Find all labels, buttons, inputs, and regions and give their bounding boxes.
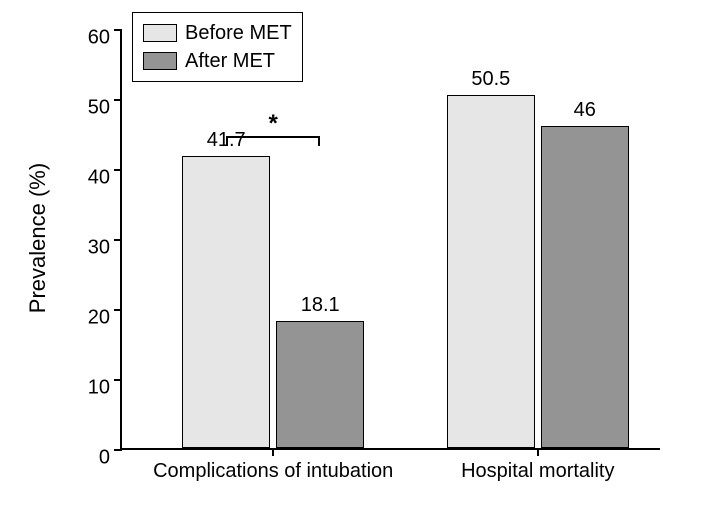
significance-marker: * [269, 110, 278, 138]
y-tick-mark [114, 239, 122, 241]
y-tick-mark [114, 99, 122, 101]
y-tick-mark [114, 379, 122, 381]
y-tick-mark [114, 449, 122, 451]
legend: Before METAfter MET [132, 12, 303, 82]
significance-bracket: * [122, 30, 660, 448]
plot-area: 0102030405060Complications of intubation… [120, 30, 660, 450]
legend-item: After MET [143, 47, 292, 75]
legend-swatch [143, 24, 177, 42]
y-tick-mark [114, 29, 122, 31]
legend-label: Before MET [185, 19, 292, 47]
legend-swatch [143, 52, 177, 70]
legend-label: After MET [185, 47, 275, 75]
y-tick-mark [114, 309, 122, 311]
chart-container: 0102030405060Complications of intubation… [0, 0, 726, 526]
x-category-label: Hospital mortality [461, 448, 614, 483]
x-category-label: Complications of intubation [153, 448, 393, 483]
legend-item: Before MET [143, 19, 292, 47]
y-axis-label: Prevalence (%) [25, 163, 51, 313]
y-tick-mark [114, 169, 122, 171]
